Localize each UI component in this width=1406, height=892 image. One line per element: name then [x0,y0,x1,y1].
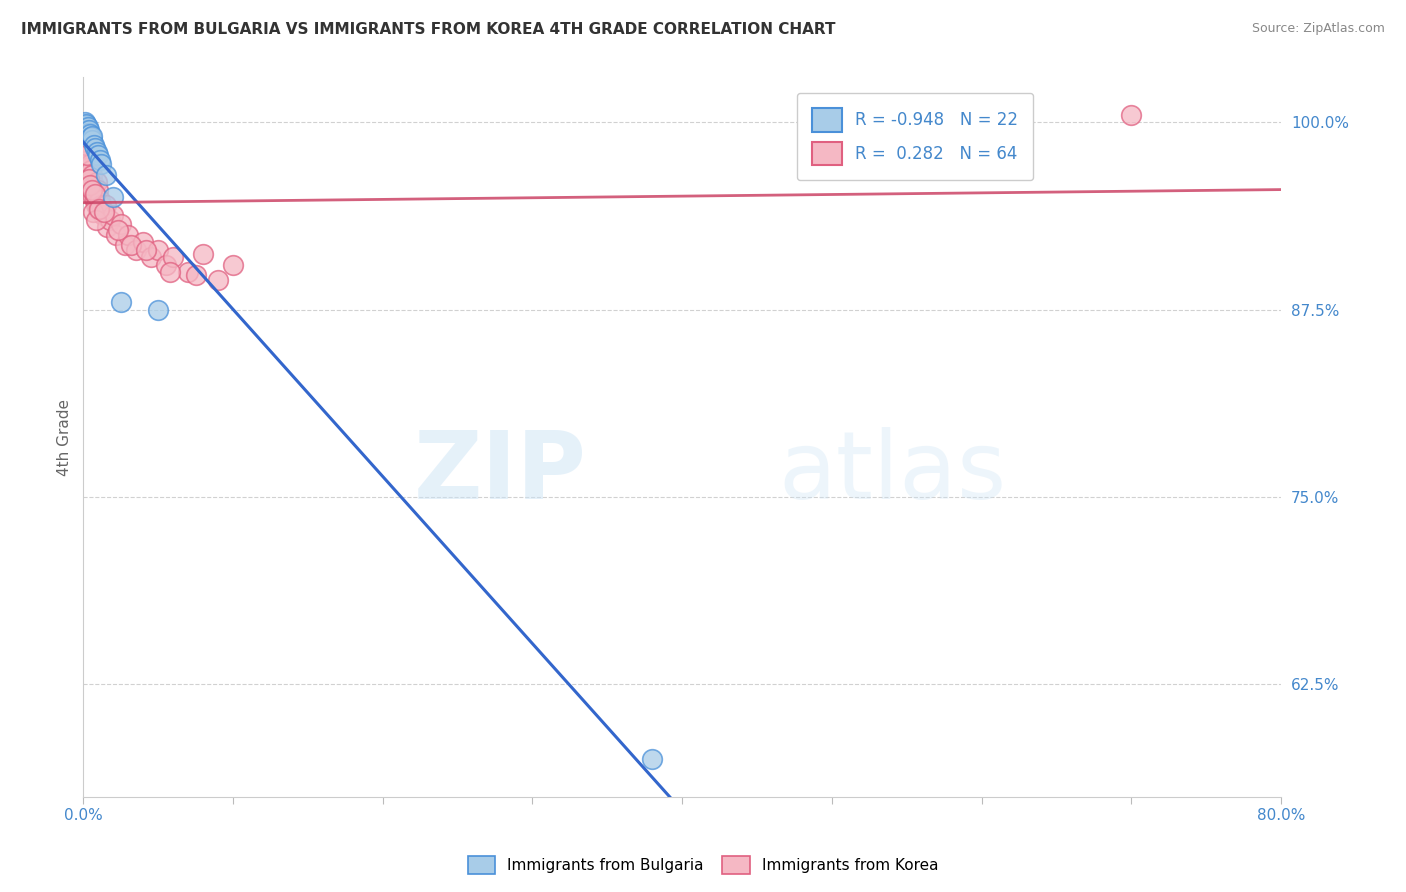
Point [79,128,101,142]
Point [139,250,162,264]
Point [75,137,97,152]
Point [82,128,104,143]
Point [87,183,110,197]
Point [184,268,207,283]
Point [77,168,100,182]
Text: ZIP: ZIP [413,427,586,519]
Point [86,202,108,217]
Point [155,258,177,272]
Point [117,227,139,242]
Point [73,130,96,145]
Legend: Immigrants from Bulgaria, Immigrants from Korea: Immigrants from Bulgaria, Immigrants fro… [461,850,945,880]
Point [96,220,118,235]
Point [80,133,103,147]
Point [79,178,101,193]
Point [1121,108,1143,122]
Point [114,238,136,252]
Point [82,190,104,204]
Point [159,265,181,279]
Point [110,295,132,310]
Point [76,163,98,178]
Point [87,202,110,217]
Point [76,157,98,171]
Point [103,190,125,204]
Point [86,175,108,189]
Point [103,208,125,222]
Point [76,153,98,167]
Point [75,153,97,167]
Point [77,161,100,175]
Point [90,198,112,212]
Point [87,148,110,162]
Point [90,157,112,171]
Point [110,217,132,231]
Point [77,172,100,186]
Point [89,194,111,208]
Point [75,145,97,160]
Point [77,123,100,137]
Text: Source: ZipAtlas.com: Source: ZipAtlas.com [1251,22,1385,36]
Y-axis label: 4th Grade: 4th Grade [58,399,72,475]
Point [83,137,105,152]
Point [80,130,103,145]
Point [84,187,107,202]
Point [98,212,121,227]
Point [641,752,664,766]
Point [77,126,100,140]
Legend: R = -0.948   N = 22, R =  0.282   N = 64: R = -0.948 N = 22, R = 0.282 N = 64 [797,93,1033,180]
Text: IMMIGRANTS FROM BULGARIA VS IMMIGRANTS FROM KOREA 4TH GRADE CORRELATION CHART: IMMIGRANTS FROM BULGARIA VS IMMIGRANTS F… [21,22,835,37]
Point [132,235,155,250]
Point [207,273,229,287]
Point [83,178,105,193]
Point [107,223,129,237]
Point [80,183,103,197]
Point [76,148,98,162]
Point [177,265,200,279]
Point [84,141,107,155]
Text: atlas: atlas [778,427,1007,519]
Point [76,123,98,137]
Point [93,205,115,219]
Point [75,119,97,133]
Point [75,133,97,147]
Point [86,212,108,227]
Point [84,198,107,212]
Point [75,142,97,156]
Point [120,238,142,252]
Point [146,243,169,257]
Point [83,194,105,208]
Point [73,115,96,129]
Point [105,227,128,242]
Point [146,302,169,317]
Point [82,205,104,219]
Point [75,117,97,131]
Point [79,157,101,171]
Point [80,163,103,178]
Point [89,153,111,167]
Point [79,175,101,189]
Point [222,258,245,272]
Point [191,247,214,261]
Point [94,168,117,182]
Point [84,187,107,202]
Point [94,198,117,212]
Point [80,183,103,197]
Point [73,137,96,152]
Point [162,250,184,264]
Point [86,145,108,160]
Point [73,128,96,142]
Point [135,243,157,257]
Point [82,168,104,182]
Point [91,208,114,222]
Point [77,168,100,182]
Point [76,120,98,134]
Point [125,243,148,257]
Point [76,148,98,162]
